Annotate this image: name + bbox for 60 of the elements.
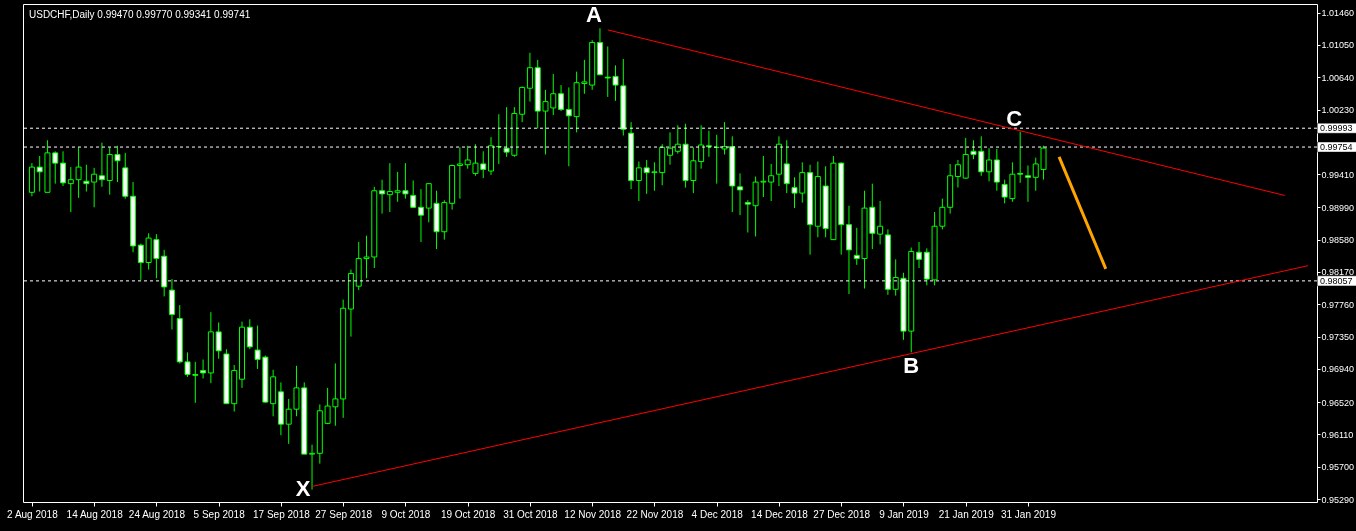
y-tick-label: 0.97760 xyxy=(1321,299,1355,310)
x-tick-label: 19 Oct 2018 xyxy=(440,508,496,520)
x-tick-label: 14 Aug 2018 xyxy=(66,508,124,520)
x-tick-label: 12 Nov 2018 xyxy=(564,508,622,520)
candlestick xyxy=(526,52,533,103)
x-tick-label: 31 Jan 2019 xyxy=(1000,508,1057,520)
candlestick xyxy=(456,146,463,200)
candlestick xyxy=(558,84,565,112)
candlestick xyxy=(667,131,673,166)
x-tick-label: 21 Jan 2019 xyxy=(938,508,995,520)
y-tick-label: 0.96940 xyxy=(1321,364,1355,375)
candlestick xyxy=(954,159,961,189)
x-tick-label: 2 Aug 2018 xyxy=(7,508,59,520)
candlestick xyxy=(246,318,253,350)
x-tick-label: 17 Sep 2018 xyxy=(253,508,311,520)
x-tick-label: 9 Oct 2018 xyxy=(381,508,431,520)
y-tick-label: 0.96520 xyxy=(1321,397,1355,408)
x-tick-label: 27 Dec 2018 xyxy=(813,508,871,520)
y-tick-label: 0.99410 xyxy=(1321,169,1355,180)
y-tick-label: 0.96110 xyxy=(1321,429,1354,440)
x-tick-label: 22 Nov 2018 xyxy=(626,508,684,520)
candlestick xyxy=(417,188,424,243)
candlestick xyxy=(309,444,316,491)
candlestick xyxy=(60,150,67,187)
y-tick-label: 1.00230 xyxy=(1321,105,1355,116)
candlestick xyxy=(200,359,207,379)
candlestick xyxy=(215,321,222,360)
candlestick xyxy=(635,161,642,202)
candlestick xyxy=(737,172,744,216)
annotation: X xyxy=(295,475,311,501)
annotation: B xyxy=(903,353,920,379)
ref-line-label: 0.99993 xyxy=(1320,123,1353,134)
y-tick-label: 0.98170 xyxy=(1321,267,1355,278)
y-tick-label: 0.98580 xyxy=(1321,235,1355,246)
x-tick-label: 31 Oct 2018 xyxy=(503,508,559,520)
candlestick xyxy=(1024,165,1031,203)
x-tick-label: 9 Jan 2019 xyxy=(879,508,930,520)
candlestick xyxy=(916,241,923,269)
candlestick xyxy=(698,124,705,170)
ref-line-label: 0.98057 xyxy=(1320,275,1353,286)
x-tick-label: 5 Sep 2018 xyxy=(193,508,246,520)
y-tick-label: 0.95290 xyxy=(1321,494,1355,505)
y-tick-label: 1.01460 xyxy=(1321,8,1355,19)
y-tick-label: 0.98990 xyxy=(1321,202,1355,213)
x-tick-label: 14 Dec 2018 xyxy=(751,508,809,520)
annotation: C xyxy=(1006,105,1023,131)
chart-title: USDCHF,Daily 0.99470 0.99770 0.99341 0.99741 xyxy=(29,9,251,20)
y-tick-label: 1.01050 xyxy=(1321,40,1355,51)
y-tick-label: 1.00640 xyxy=(1321,72,1355,83)
x-tick-label: 24 Aug 2018 xyxy=(128,508,186,520)
candlestick xyxy=(410,179,417,209)
candlestick xyxy=(877,200,884,245)
candlestick xyxy=(379,179,386,215)
x-tick-label: 4 Dec 2018 xyxy=(691,508,744,520)
y-tick-label: 0.97350 xyxy=(1321,332,1355,343)
annotation: A xyxy=(586,2,603,28)
x-tick-label: 27 Sep 2018 xyxy=(315,508,373,520)
candlestick xyxy=(986,147,993,182)
ref-line-label: 0.99754 xyxy=(1320,142,1353,153)
y-tick-label: 0.95700 xyxy=(1321,462,1355,473)
